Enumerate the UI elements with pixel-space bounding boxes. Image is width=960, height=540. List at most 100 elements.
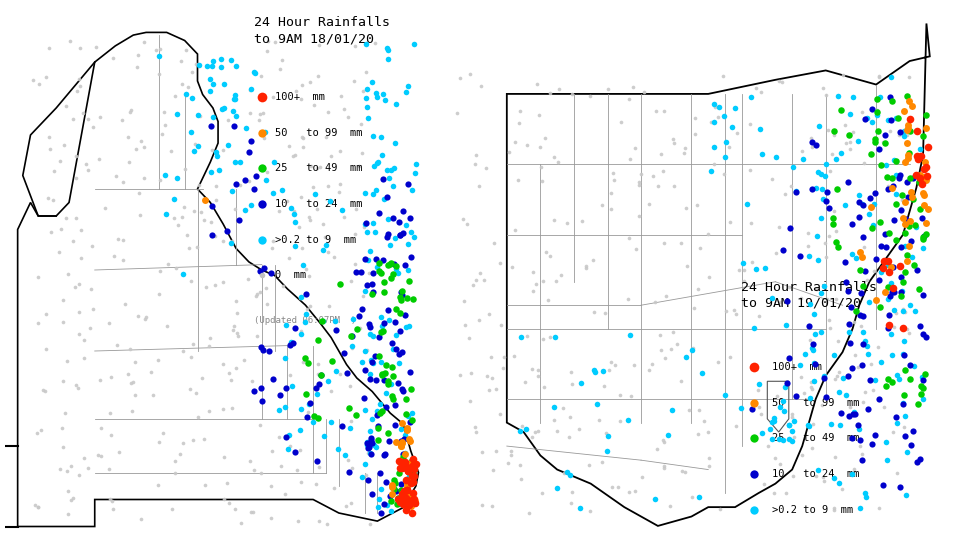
Point	[587, 366, 602, 374]
Point	[727, 305, 742, 314]
Point	[129, 63, 144, 71]
Point	[918, 163, 933, 171]
Point	[289, 466, 304, 475]
Point	[71, 307, 86, 316]
Point	[389, 261, 404, 270]
Point	[225, 187, 240, 195]
Point	[873, 268, 888, 276]
Point	[348, 42, 363, 50]
Point	[243, 137, 258, 145]
Point	[600, 85, 615, 94]
Point	[519, 140, 535, 149]
Point	[880, 116, 896, 124]
Point	[880, 185, 896, 193]
Point	[204, 146, 220, 155]
Point	[623, 392, 638, 400]
Point	[143, 368, 158, 377]
Point	[857, 488, 873, 497]
Point	[56, 443, 71, 451]
Point	[892, 127, 907, 136]
Point	[717, 153, 732, 161]
Point	[656, 239, 671, 248]
Point	[368, 186, 383, 194]
Point	[324, 387, 339, 396]
Point	[379, 166, 395, 174]
Point	[898, 197, 913, 206]
Point	[461, 333, 476, 342]
Point	[396, 487, 412, 496]
Point	[68, 173, 84, 182]
Point	[336, 213, 351, 221]
Point	[564, 368, 579, 377]
Point	[854, 449, 870, 458]
Point	[828, 185, 844, 193]
Point	[354, 148, 370, 157]
Point	[52, 157, 67, 165]
Point	[840, 286, 855, 295]
Point	[282, 341, 298, 349]
Point	[902, 374, 918, 383]
Point	[84, 241, 100, 250]
Point	[30, 502, 45, 511]
Point	[898, 366, 913, 375]
Point	[74, 253, 89, 262]
Point	[59, 214, 74, 222]
Point	[915, 189, 930, 198]
Point	[397, 495, 413, 504]
Point	[392, 464, 407, 473]
Point	[788, 187, 804, 195]
Point	[405, 455, 420, 464]
Point	[877, 130, 893, 139]
Polygon shape	[507, 23, 930, 526]
Point	[175, 213, 190, 221]
Point	[882, 292, 898, 300]
Point	[341, 404, 356, 413]
Point	[505, 263, 520, 272]
Point	[381, 230, 396, 238]
Point	[548, 277, 564, 286]
Point	[795, 155, 810, 164]
Point	[867, 189, 882, 198]
Point	[65, 114, 81, 123]
Point	[504, 446, 519, 455]
Point	[389, 500, 404, 508]
Point	[888, 235, 903, 244]
Point	[216, 494, 231, 503]
Point	[474, 501, 490, 510]
Point	[603, 189, 618, 198]
Point	[374, 150, 390, 159]
Point	[365, 490, 380, 498]
Point	[898, 214, 913, 223]
Point	[224, 239, 239, 247]
Point	[676, 149, 691, 158]
Point	[132, 515, 148, 524]
Point	[877, 230, 893, 238]
Point	[77, 336, 92, 345]
Point	[340, 368, 355, 377]
Point	[41, 133, 57, 141]
Point	[389, 265, 404, 273]
Point	[727, 104, 742, 113]
Point	[814, 185, 829, 193]
Point	[264, 447, 279, 455]
Point	[864, 360, 879, 368]
Text: 50   to 99  mm: 50 to 99 mm	[275, 128, 362, 138]
Point	[126, 378, 141, 387]
Point	[872, 92, 887, 101]
Point	[396, 500, 411, 508]
Point	[900, 153, 915, 162]
Point	[45, 196, 60, 205]
Point	[744, 404, 759, 413]
Point	[71, 280, 86, 288]
Point	[632, 211, 647, 220]
Point	[400, 412, 416, 421]
Point	[67, 283, 83, 292]
Point	[844, 363, 859, 372]
Point	[207, 281, 223, 289]
Point	[31, 503, 46, 511]
Point	[620, 294, 636, 303]
Point	[897, 308, 912, 316]
Point	[371, 503, 386, 511]
Point	[525, 267, 540, 276]
Point	[656, 464, 671, 472]
